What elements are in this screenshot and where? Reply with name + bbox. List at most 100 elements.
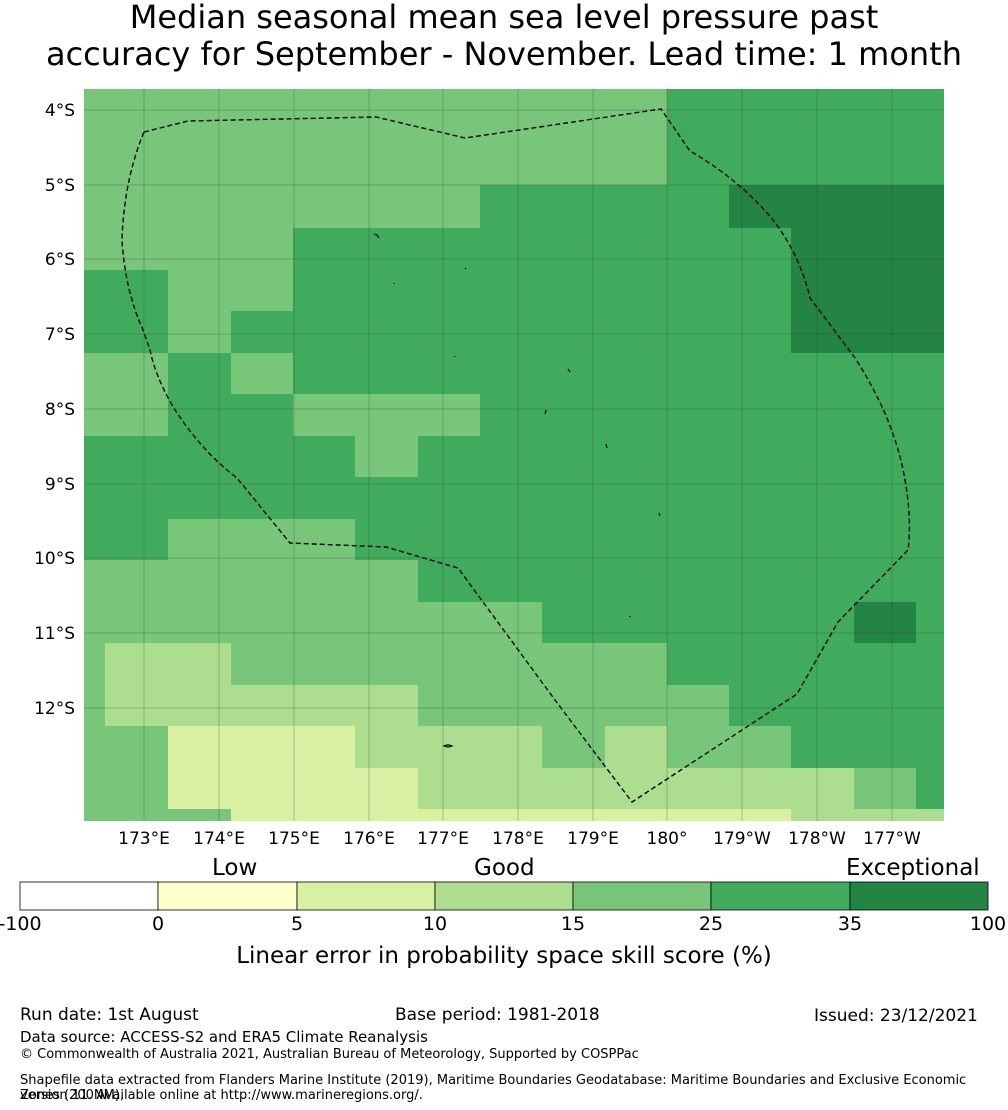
colorbar-tick-35: 35 <box>837 913 863 935</box>
skill-cell <box>231 311 791 353</box>
skill-cell <box>667 643 944 685</box>
skill-cell <box>791 726 944 768</box>
skill-cell <box>605 726 667 768</box>
skill-cell <box>293 353 944 394</box>
colorbar <box>19 881 989 911</box>
colorbar-tick-25: 25 <box>698 913 724 935</box>
title-line-1: Median seasonal mean sea level pressure … <box>129 0 879 36</box>
colorbar-tick-5: 5 <box>290 913 304 935</box>
skill-cell <box>84 643 105 685</box>
longitude-labels: 173°E 174°E 175°E 176°E 177°E 178°E 179°E 180° 1… <box>118 829 921 849</box>
skill-cell <box>168 726 355 768</box>
skill-cell <box>355 436 418 477</box>
lon-label: 180° <box>647 829 688 849</box>
skill-cell <box>667 726 791 768</box>
issued-date: Issued: 23/12/2021 <box>814 1006 978 1026</box>
skill-cell <box>293 394 480 436</box>
lat-label: 11°S <box>34 624 75 644</box>
skill-cell <box>231 809 791 821</box>
skill-cell <box>231 643 667 685</box>
lon-label: 179°W <box>713 829 771 849</box>
skill-cell <box>293 270 791 311</box>
colorbar-segment <box>296 881 436 911</box>
skill-cell <box>355 519 944 560</box>
skill-cell <box>168 311 231 353</box>
skill-cell <box>791 270 944 311</box>
skill-cell <box>355 768 418 809</box>
lat-label: 9°S <box>45 475 75 495</box>
colorbar-tick-10: 10 <box>422 913 448 935</box>
lat-label: 12°S <box>34 699 75 719</box>
skill-cell <box>542 602 854 643</box>
eez-boundary <box>121 108 911 803</box>
skill-cell <box>84 394 168 436</box>
skill-cell <box>84 809 231 821</box>
colorbar-word-good: Good <box>474 855 535 881</box>
colorbar-label: Linear error in probability space skill … <box>236 943 772 969</box>
skill-cell <box>84 228 293 270</box>
skill-cell <box>480 602 542 643</box>
shapefile-credit-line-2: version 11. Available online at http://w… <box>20 1088 423 1103</box>
skill-cell <box>667 685 729 726</box>
lon-label: 177°W <box>863 829 921 849</box>
colorbar-segment <box>572 881 712 911</box>
skill-cell <box>168 353 231 394</box>
copyright: © Commonwealth of Australia 2021, Austra… <box>20 1047 639 1062</box>
lon-label: 177°E <box>417 829 469 849</box>
skill-cell <box>84 353 168 394</box>
colorbar-segment <box>157 881 298 911</box>
skill-cell <box>418 436 944 477</box>
skill-cell <box>480 185 729 228</box>
skill-cell <box>231 353 293 394</box>
lat-label: 5°S <box>45 176 75 196</box>
skill-cell <box>729 685 944 726</box>
skill-cell <box>168 394 293 436</box>
skill-cell <box>84 89 667 185</box>
colorbar-tick-0: 0 <box>151 913 165 935</box>
skill-cell <box>667 89 944 185</box>
lat-label: 7°S <box>45 325 75 345</box>
data-source: Data source: ACCESS-S2 and ERA5 Climate … <box>20 1028 428 1046</box>
lon-label: 178°W <box>788 829 846 849</box>
skill-cell <box>418 560 944 602</box>
skill-cell <box>168 768 355 809</box>
colorbar-word-exceptional: Exceptional <box>846 855 980 881</box>
colorbar-word-low: Low <box>212 855 258 881</box>
skill-cell <box>854 602 916 643</box>
skill-cell <box>729 185 944 228</box>
lon-label: 174°E <box>193 829 245 849</box>
skill-cell <box>791 809 944 821</box>
lat-label: 6°S <box>45 250 75 270</box>
title-line-2: accuracy for September - November. Lead … <box>45 35 963 73</box>
latitude-labels: 4°S 5°S 6°S 7°S 8°S 9°S 10°S 11°S 12°S <box>34 101 75 719</box>
colorbar-segment <box>434 881 574 911</box>
skill-cell <box>418 685 667 726</box>
skill-map: 4°S 5°S 6°S 7°S 8°S 9°S 10°S 11°S 12°S 173°E 174°… <box>34 89 944 849</box>
skill-cell <box>84 560 418 602</box>
lon-label: 176°E <box>343 829 395 849</box>
lon-label: 173°E <box>118 829 170 849</box>
skill-cell <box>168 519 355 560</box>
skill-cell <box>84 185 480 228</box>
lat-label: 10°S <box>34 549 75 569</box>
lat-label: 4°S <box>45 101 75 121</box>
base-period: Base period: 1981-2018 <box>395 1005 600 1025</box>
colorbar-tick-15: 15 <box>560 913 586 935</box>
skill-grid-cells <box>84 89 944 821</box>
skill-cell <box>791 228 944 270</box>
colorbar-tick-100: 100 <box>969 913 1007 935</box>
skill-cell <box>542 726 605 768</box>
colorbar-segment <box>710 881 851 911</box>
skill-cell <box>84 768 168 809</box>
skill-cell <box>84 311 168 353</box>
run-date: Run date: 1st August <box>20 1005 199 1025</box>
skill-cell <box>84 685 105 726</box>
lon-label: 179°E <box>567 829 619 849</box>
skill-cell <box>84 602 480 643</box>
map-gridlines <box>84 89 944 821</box>
skill-cell <box>84 477 944 519</box>
skill-cell <box>105 685 418 726</box>
colorbar-segment <box>849 881 989 911</box>
colorbar-segment <box>19 881 159 911</box>
lon-label: 175°E <box>268 829 320 849</box>
